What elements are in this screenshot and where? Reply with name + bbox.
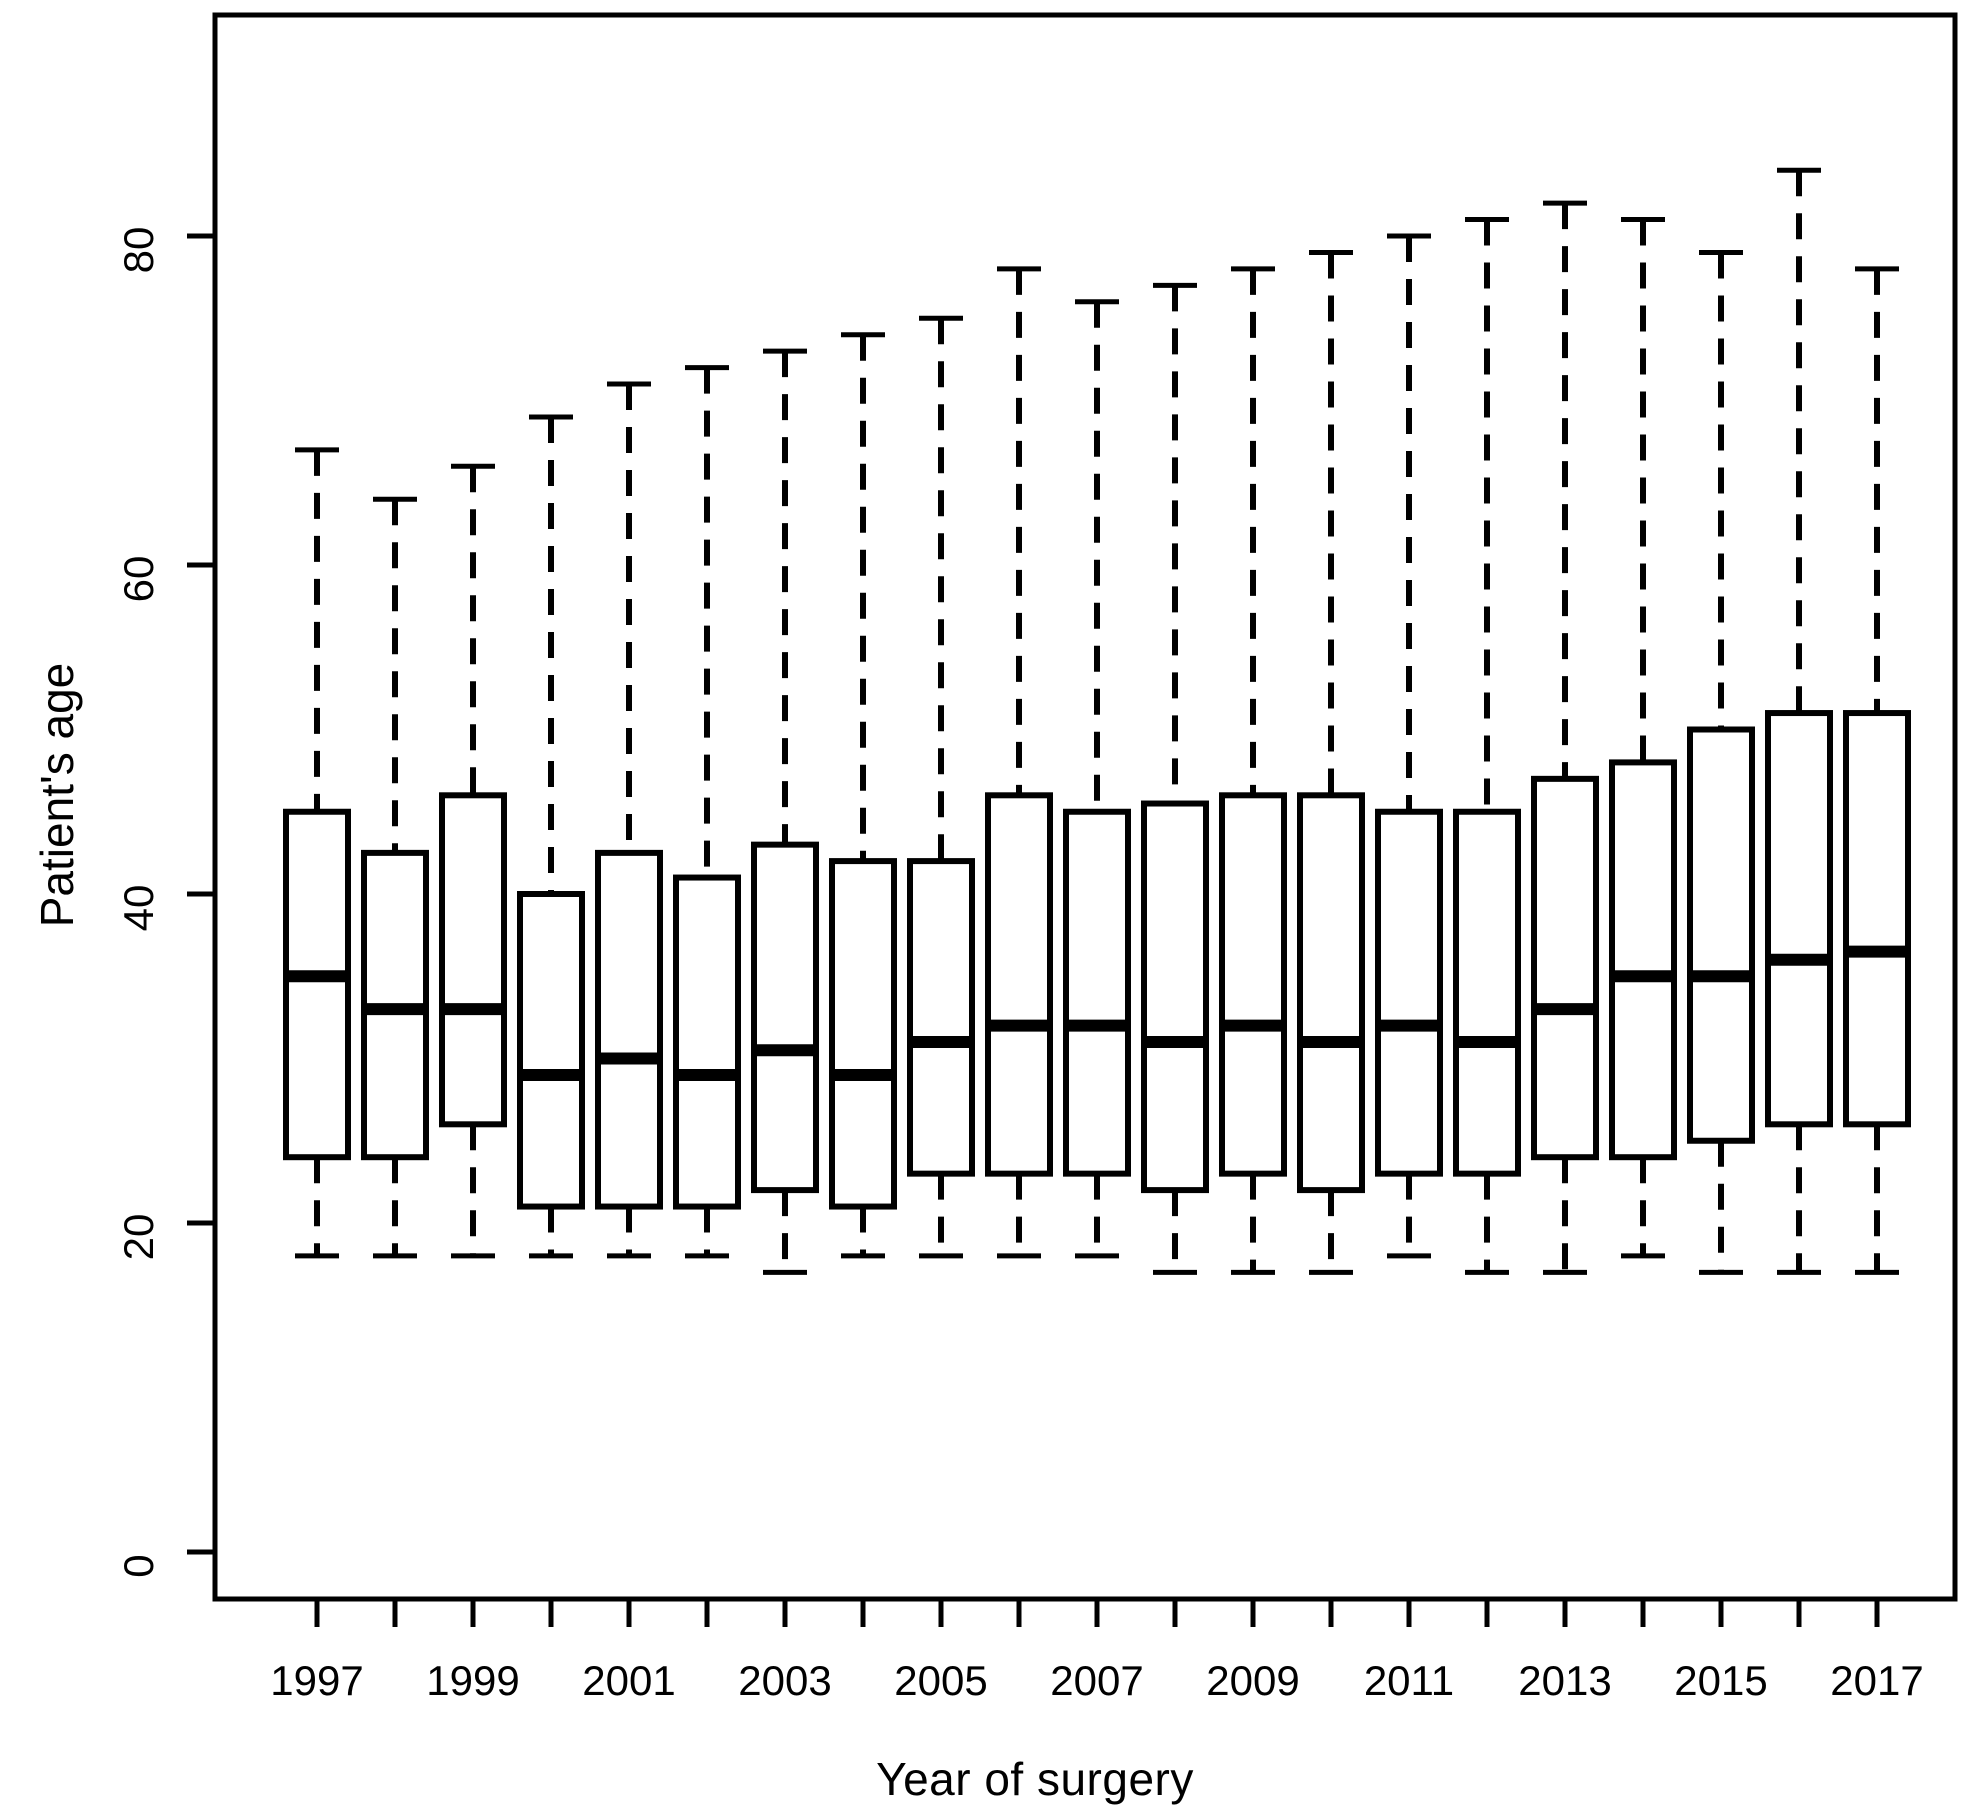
box-1998 [361, 496, 429, 1259]
plot-border [212, 12, 1958, 1602]
iqr-box-1997 [283, 808, 351, 1161]
iqr-box-2003 [751, 841, 819, 1194]
x-tick-label-2009: 2009 [1206, 1657, 1299, 1704]
iqr-box-2002 [673, 874, 741, 1210]
iqr-box-2016 [1765, 710, 1833, 1128]
y-tick-label-20: 20 [115, 1214, 162, 1261]
iqr-box-2008 [1141, 800, 1209, 1194]
x-tick-label-2001: 2001 [582, 1657, 675, 1704]
box-2014 [1609, 217, 1677, 1259]
box-2006 [985, 266, 1053, 1259]
x-axis-title-text: Year of surgery [876, 1753, 1194, 1805]
iqr-box-2001 [595, 849, 663, 1210]
x-tick-label-1999: 1999 [426, 1657, 519, 1704]
iqr-box-2007 [1063, 808, 1131, 1177]
box-2000 [517, 414, 585, 1259]
box-2010 [1297, 249, 1365, 1275]
x-tick-label-2005: 2005 [894, 1657, 987, 1704]
x-tick-label-2017: 2017 [1830, 1657, 1923, 1704]
box-2015 [1687, 249, 1755, 1275]
iqr-box-2006 [985, 792, 1053, 1177]
box-2001 [595, 381, 663, 1259]
iqr-box-2012 [1453, 808, 1521, 1177]
iqr-box-2017 [1843, 710, 1911, 1128]
y-tick-label-60: 60 [115, 556, 162, 603]
box-2005 [907, 315, 975, 1259]
box-2012 [1453, 217, 1521, 1275]
iqr-box-2014 [1609, 759, 1677, 1161]
y-tick-label-40: 40 [115, 885, 162, 932]
iqr-box-2009 [1219, 792, 1287, 1177]
iqr-box-2011 [1375, 808, 1443, 1177]
box-2008 [1141, 282, 1209, 1275]
iqr-box-2013 [1531, 775, 1599, 1161]
x-tick-label-1997: 1997 [270, 1657, 363, 1704]
x-tick-label-2015: 2015 [1674, 1657, 1767, 1704]
box-2011 [1375, 233, 1443, 1259]
box-2004 [829, 332, 897, 1259]
y-tick-label-0: 0 [115, 1554, 162, 1577]
box-2016 [1765, 167, 1833, 1275]
iqr-box-2005 [907, 858, 975, 1177]
iqr-box-2000 [517, 891, 585, 1210]
box-2007 [1063, 299, 1131, 1259]
box-1997 [283, 447, 351, 1259]
x-tick-label-2011: 2011 [1364, 1657, 1454, 1704]
box-2002 [673, 365, 741, 1259]
x-tick-label-2003: 2003 [738, 1657, 831, 1704]
x-tick-label-2013: 2013 [1518, 1657, 1611, 1704]
box-2009 [1219, 266, 1287, 1275]
y-tick-label-80: 80 [115, 227, 162, 274]
box-1999 [439, 463, 507, 1259]
box-2017 [1843, 266, 1911, 1275]
box-2003 [751, 348, 819, 1275]
iqr-box-2010 [1297, 792, 1365, 1194]
iqr-box-2004 [829, 858, 897, 1210]
iqr-box-1999 [439, 792, 507, 1128]
x-tick-label-2007: 2007 [1050, 1657, 1143, 1704]
x-axis-title: Year of surgery [0, 1752, 1970, 1806]
y-axis-title-text: Patient's age [31, 662, 83, 928]
box-2013 [1531, 200, 1599, 1275]
iqr-box-2015 [1687, 726, 1755, 1144]
